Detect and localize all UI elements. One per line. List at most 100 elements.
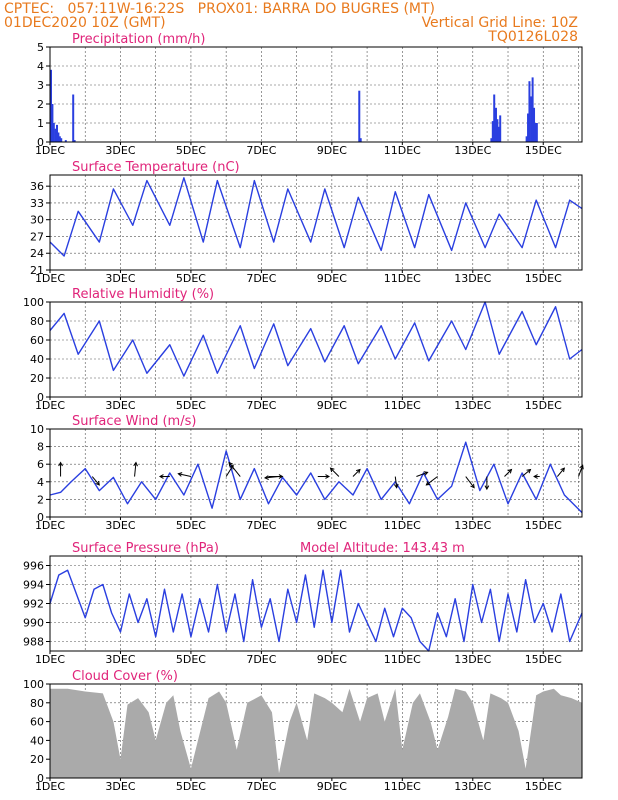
y-tick-label: 100 [23, 296, 44, 309]
y-tick-label: 0 [37, 511, 44, 524]
x-tick-label: 9DEC [317, 399, 347, 412]
wind-arrow-head-0 [58, 461, 63, 467]
y-tick-label: 80 [30, 697, 44, 710]
y-tick-label: 3 [37, 79, 44, 92]
precip-bar-21 [527, 113, 530, 142]
y-tick-label: 988 [23, 636, 44, 649]
panel-title: Surface Wind (m/s) [72, 414, 196, 429]
panel-frame-2 [49, 301, 583, 398]
precip-bar-23 [530, 96, 533, 142]
wind-arrow-head-1 [95, 480, 100, 486]
precip-bar-17 [496, 119, 499, 142]
wind-arrow-head-9 [325, 474, 331, 479]
header-date-line: 01DEC2020 10Z (GMT) [4, 15, 166, 31]
wind-arrow-shaft-4 [178, 473, 192, 478]
x-tick-label: 5DEC [176, 399, 206, 412]
y-tick-label: 20 [30, 753, 44, 766]
panel-5 [46, 683, 583, 781]
y-tick-label: 994 [23, 579, 44, 592]
y-tick-label: 2 [37, 98, 44, 111]
x-tick-label: 13DEC [454, 780, 491, 793]
x-tick-label: 15DEC [525, 653, 562, 666]
x-tick-label: 9DEC [317, 653, 347, 666]
wind-arrow-shaft-6 [228, 462, 241, 477]
y-tick-label: 8 [37, 441, 44, 454]
x-tick-label: 11DEC [384, 144, 421, 157]
series-line-3 [49, 441, 583, 514]
wind-arrow-head-15 [470, 483, 475, 489]
precip-bar-3 [54, 128, 57, 142]
x-tick-label: 5DEC [176, 519, 206, 532]
panel-frame-1 [49, 174, 583, 271]
precip-bar-24 [531, 77, 534, 142]
panel-title: Surface Pressure (hPa) [72, 541, 219, 556]
precip-bar-15 [493, 94, 496, 142]
wind-arrow-head-14 [425, 481, 431, 486]
x-tick-label: 5DEC [176, 272, 206, 285]
panel-title: Relative Humidity (%) [72, 287, 214, 302]
wind-arrow-shaft-18 [521, 469, 531, 477]
x-tick-label: 1DEC [35, 653, 65, 666]
x-tick-label: 13DEC [454, 144, 491, 157]
wind-arrow-shaft-2 [134, 462, 137, 477]
panel-1 [46, 174, 583, 273]
x-tick-label: 15DEC [525, 272, 562, 285]
precip-bar-25 [533, 107, 536, 142]
x-tick-label: 1DEC [35, 272, 65, 285]
y-tick-label: 27 [30, 230, 44, 243]
panel-4 [46, 555, 583, 654]
x-tick-label: 1DEC [35, 144, 65, 157]
x-tick-label: 1DEC [35, 519, 65, 532]
y-tick-label: 80 [30, 315, 44, 328]
x-tick-label: 11DEC [384, 272, 421, 285]
x-tick-label: 9DEC [317, 272, 347, 285]
wind-arrow-shaft-13 [416, 471, 428, 477]
wind-arrow-head-3 [158, 474, 164, 479]
precip-bar-5 [57, 132, 60, 142]
wind-arrow-shaft-8 [264, 476, 280, 479]
y-tick-label: 21 [30, 264, 44, 277]
panel-frame-0 [49, 46, 583, 143]
x-tick-label: 3DEC [105, 399, 135, 412]
panel-frame-3 [49, 428, 583, 518]
x-tick-label: 15DEC [525, 144, 562, 157]
x-tick-label: 5DEC [176, 653, 206, 666]
panel-subtitle: Model Altitude: 143.43 m [300, 541, 465, 556]
precip-bar-4 [55, 124, 58, 142]
precip-bar-11 [358, 90, 361, 142]
y-tick-label: 100 [23, 678, 44, 691]
y-tick-label: 5 [37, 41, 44, 54]
y-tick-label: 33 [30, 197, 44, 210]
precip-bar-6 [58, 136, 61, 142]
y-tick-label: 0 [37, 136, 44, 149]
precip-bar-22 [528, 81, 531, 142]
y-tick-label: 60 [30, 334, 44, 347]
y-tick-label: 60 [30, 716, 44, 729]
y-tick-label: 36 [30, 180, 44, 193]
wind-arrow-shaft-1 [91, 476, 100, 486]
y-tick-label: 10 [30, 423, 44, 436]
wind-arrow-shaft-14 [426, 476, 438, 486]
wind-arrow-shaft-5 [225, 465, 234, 477]
precip-bar-7 [60, 138, 63, 142]
y-tick-label: 30 [30, 214, 44, 227]
precip-bar-8 [64, 140, 67, 142]
panel-0 [46, 46, 583, 145]
x-tick-label: 3DEC [105, 519, 135, 532]
y-tick-label: 996 [23, 560, 44, 573]
x-tick-label: 3DEC [105, 144, 135, 157]
y-tick-label: 0 [37, 391, 44, 404]
precip-bar-19 [499, 115, 502, 142]
precip-bar-10 [73, 140, 76, 142]
x-tick-label: 7DEC [246, 272, 276, 285]
precip-bar-14 [491, 121, 494, 142]
y-tick-label: 6 [37, 458, 44, 471]
y-tick-label: 24 [30, 247, 44, 260]
wind-arrow-shaft-17 [504, 469, 512, 477]
wind-arrow-head-12 [393, 483, 399, 489]
precip-bar-13 [490, 138, 493, 142]
precip-bar-0 [50, 69, 52, 142]
precip-bar-12 [359, 138, 362, 142]
y-tick-label: 990 [23, 617, 44, 630]
panel-title: Cloud Cover (%) [72, 669, 178, 684]
